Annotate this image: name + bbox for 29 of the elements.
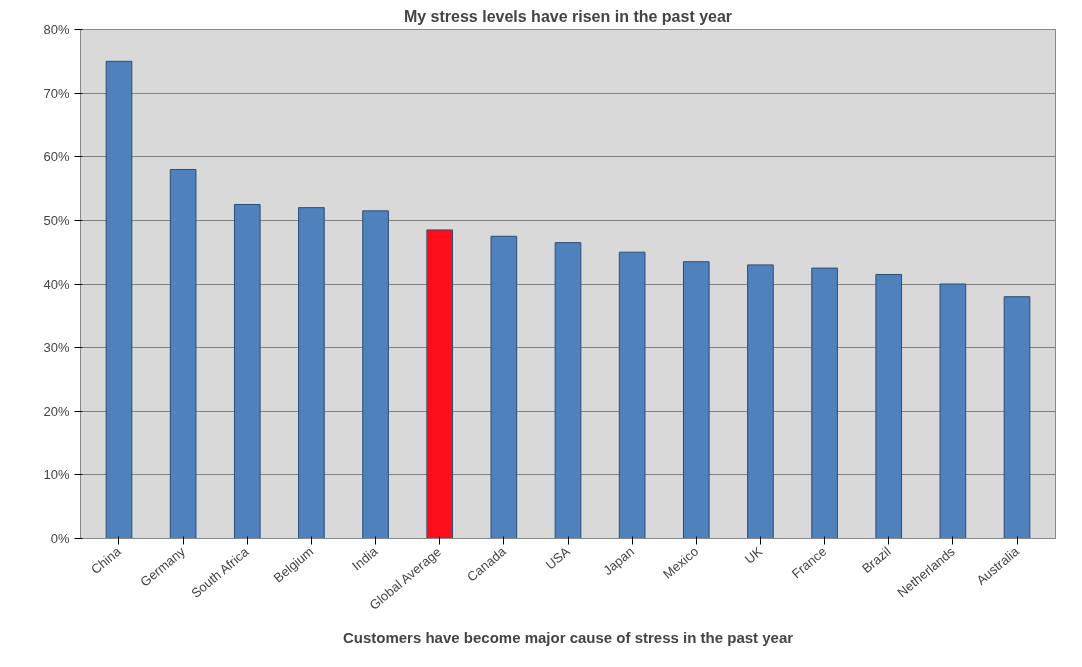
bar bbox=[105, 60, 133, 539]
y-tick-label: 60% bbox=[43, 149, 70, 165]
text: Customers have become major cause of stress in the past year bbox=[342, 628, 794, 646]
bar bbox=[169, 168, 197, 539]
bar bbox=[426, 229, 454, 539]
bar bbox=[298, 207, 325, 539]
y-tick-label: 70% bbox=[43, 85, 70, 101]
bar bbox=[1003, 296, 1031, 539]
x-tick-label: UK bbox=[741, 543, 766, 567]
bar bbox=[554, 242, 582, 539]
bar bbox=[747, 264, 774, 539]
x-tick-label: USA bbox=[542, 543, 574, 573]
y-tick-label: 0% bbox=[50, 531, 70, 546]
bar bbox=[233, 203, 261, 539]
bar bbox=[490, 235, 518, 539]
y-tick-label: 30% bbox=[43, 340, 70, 356]
bar bbox=[362, 210, 389, 539]
y-tick-label: 20% bbox=[43, 403, 70, 419]
bar bbox=[682, 261, 710, 539]
bar bbox=[875, 273, 903, 539]
y-tick-label: 80% bbox=[43, 22, 70, 37]
chart-title: My stress levels have risen in the past year bbox=[403, 7, 733, 25]
y-tick-label: 10% bbox=[43, 467, 70, 483]
bar bbox=[939, 283, 967, 539]
bar bbox=[811, 267, 838, 539]
x-tick-label: India bbox=[349, 543, 381, 574]
y-tick-label: 50% bbox=[43, 212, 70, 228]
bar bbox=[618, 251, 646, 539]
y-tick-label: 40% bbox=[43, 276, 70, 292]
